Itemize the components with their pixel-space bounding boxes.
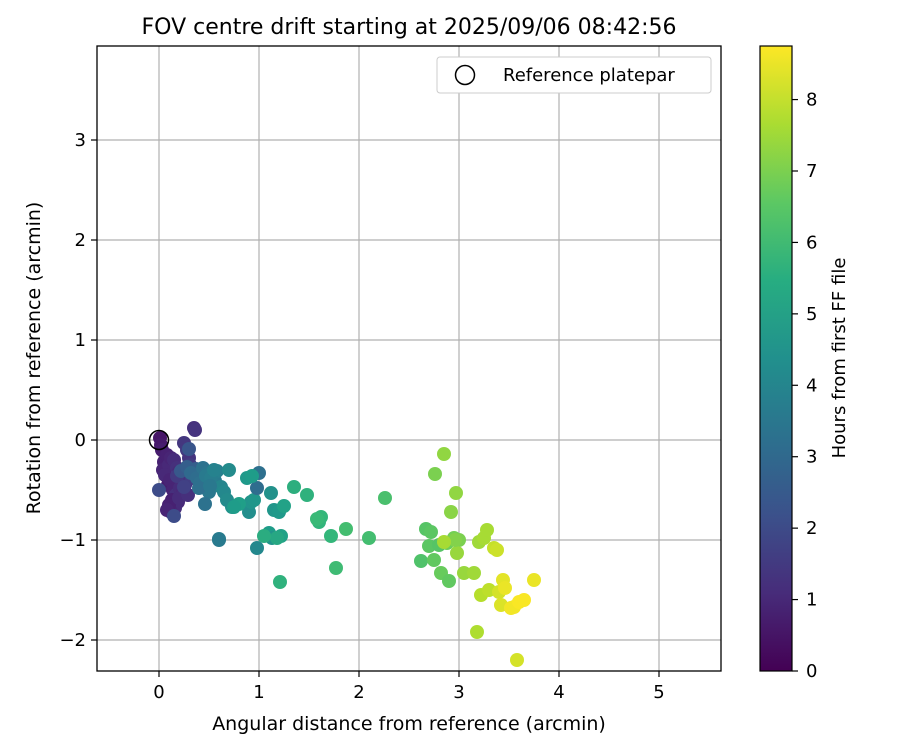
scatter-points: [152, 421, 541, 667]
data-point: [450, 546, 464, 560]
y-tick-label: 1: [75, 330, 86, 351]
data-point: [362, 531, 376, 545]
data-point: [517, 593, 531, 607]
x-axis-label: Angular distance from reference (arcmin): [212, 713, 606, 735]
data-point: [437, 535, 451, 549]
colorbar-tick-label: 5: [806, 304, 817, 325]
legend-label: Reference platepar: [503, 65, 675, 86]
y-tick-label: −1: [59, 530, 86, 551]
data-point: [498, 581, 512, 595]
legend-box: [436, 56, 712, 94]
data-point: [427, 553, 441, 567]
x-tick-label: 1: [253, 682, 264, 703]
colorbar-ticks: 0 1 2 3 4 5 6 7 8: [792, 90, 817, 682]
y-tick-label: −2: [59, 630, 86, 651]
data-point: [378, 491, 392, 505]
data-point: [300, 488, 314, 502]
data-point: [212, 533, 226, 547]
chart-title: FOV centre drift starting at 2025/09/06 …: [142, 15, 677, 40]
colorbar-tick-label: 0: [806, 661, 817, 682]
x-tick-label: 0: [153, 682, 164, 703]
legend: Reference platepar: [436, 56, 712, 94]
data-point: [250, 541, 264, 555]
x-tick-label: 2: [353, 682, 364, 703]
data-point: [198, 497, 212, 511]
data-point: [449, 486, 463, 500]
data-point: [310, 512, 324, 526]
data-point: [510, 653, 524, 667]
grid: [97, 46, 721, 671]
colorbar: 0 1 2 3 4 5 6 7 8 Hours from first FF file: [759, 45, 850, 682]
data-point: [277, 499, 291, 513]
data-point: [527, 573, 541, 587]
data-point: [329, 561, 343, 575]
data-point: [339, 522, 353, 536]
data-point: [182, 442, 196, 456]
data-point: [245, 469, 259, 483]
plot-frame: [96, 45, 722, 672]
data-point: [264, 486, 278, 500]
y-axis-label: Rotation from reference (arcmin): [23, 202, 45, 515]
data-point: [287, 480, 301, 494]
data-point: [192, 481, 206, 495]
data-point: [257, 529, 271, 543]
data-point: [424, 525, 438, 539]
colorbar-tick-label: 8: [806, 90, 817, 111]
colorbar-tick-label: 3: [806, 447, 817, 468]
data-point: [490, 543, 504, 557]
legend-marker: [454, 64, 476, 86]
colorbar-tick-label: 1: [806, 590, 817, 611]
x-tick-label: 4: [553, 682, 564, 703]
data-point: [457, 566, 471, 580]
data-point: [167, 509, 181, 523]
y-tick-label: 3: [75, 130, 86, 151]
data-point: [188, 423, 202, 437]
x-axis-ticks: 0 1 2 3 4 5: [153, 671, 665, 703]
data-point: [227, 500, 241, 514]
data-point: [152, 483, 166, 497]
x-tick-label: 5: [653, 682, 664, 703]
y-tick-label: 0: [75, 430, 86, 451]
data-point: [448, 533, 462, 547]
data-point: [247, 493, 261, 507]
data-point: [470, 625, 484, 639]
data-point: [250, 481, 264, 495]
data-point: [177, 480, 191, 494]
x-tick-label: 3: [453, 682, 464, 703]
y-axis-ticks: −2 −1 0 1 2 3: [59, 130, 97, 651]
colorbar-label: Hours from first FF file: [829, 258, 850, 459]
data-point: [324, 529, 338, 543]
data-point: [444, 505, 458, 519]
data-point: [207, 463, 221, 477]
data-point: [273, 575, 287, 589]
data-point: [467, 566, 481, 580]
colorbar-tick-label: 7: [806, 161, 817, 182]
data-point: [437, 447, 451, 461]
colorbar-tick-label: 4: [806, 375, 817, 396]
data-point: [414, 554, 428, 568]
reference-point: [148, 429, 170, 451]
data-point: [270, 531, 284, 545]
data-point: [222, 463, 236, 477]
colorbar-tick-label: 6: [806, 232, 817, 253]
data-point: [428, 467, 442, 481]
data-point: [203, 479, 217, 493]
data-point: [480, 523, 494, 537]
reference-marker: [148, 429, 170, 451]
data-point: [442, 574, 456, 588]
colorbar-tick-label: 2: [806, 518, 817, 539]
y-tick-label: 2: [75, 230, 86, 251]
colorbar-gradient: [759, 45, 793, 672]
